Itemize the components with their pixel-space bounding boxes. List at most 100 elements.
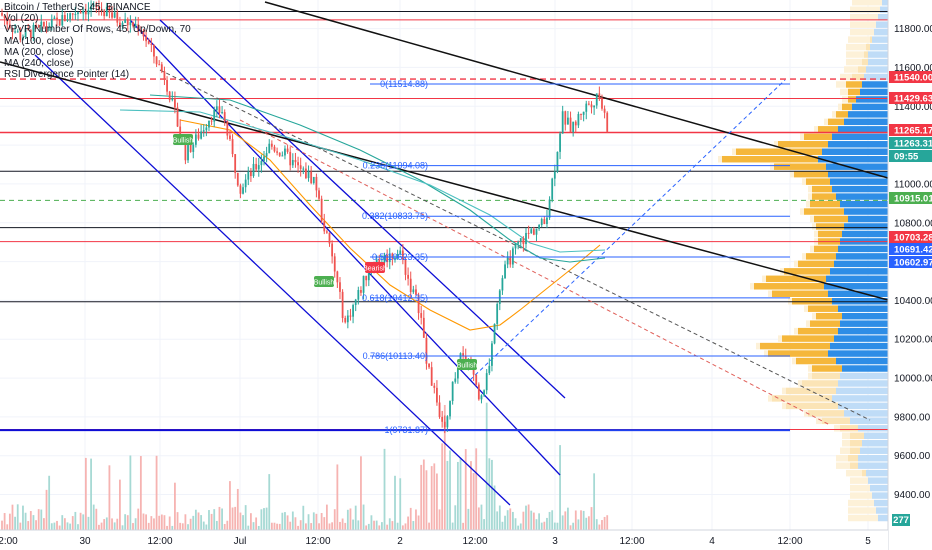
candle-body [475, 374, 478, 385]
volume-bar [63, 518, 66, 530]
candle-body [226, 120, 229, 136]
candle-body [438, 402, 441, 417]
volume-bar [187, 524, 189, 530]
vp-bar-down [798, 327, 838, 335]
volume-bar [365, 525, 368, 530]
candle-body [412, 289, 415, 293]
candle-body [200, 131, 203, 139]
legend-symbol[interactable]: Bitcoin / TetherUS, 45, BINANCE [4, 2, 151, 13]
channel-line [129, 19, 561, 476]
vp-bar-down [808, 410, 844, 417]
volume-bar [593, 473, 596, 530]
legend-ma100[interactable]: MA (100, close) [4, 35, 74, 47]
vp-bar-up [840, 372, 888, 380]
projection-line [469, 79, 786, 381]
vp-bar-value-area [850, 6, 880, 13]
price-flag [889, 243, 932, 255]
volume-bar [496, 511, 499, 530]
candle-body [517, 241, 520, 244]
volume-bar [428, 522, 430, 530]
candle-body [210, 120, 213, 122]
vp-bar-up [860, 88, 888, 96]
vp-bar-up [850, 417, 888, 425]
vp-bar-value-area [778, 335, 782, 342]
vp-bar-value-area [806, 200, 810, 208]
vp-bar-value-area [850, 21, 876, 28]
vp-bar-up [836, 253, 888, 260]
candle-body [417, 294, 420, 314]
candle-body [302, 168, 305, 170]
vp-bar-up [828, 350, 888, 357]
volume-bar [160, 514, 163, 530]
price-flag [889, 137, 932, 149]
candle-body [16, 31, 19, 33]
legend-volume[interactable]: Vol (20) [4, 13, 39, 25]
candle-body [532, 229, 535, 235]
candle-body [194, 134, 197, 145]
volume-bar [95, 508, 98, 530]
candle-body [574, 121, 577, 126]
candle-body [349, 315, 352, 317]
candle-body [331, 243, 334, 257]
vp-bar-down [848, 96, 856, 103]
legend-ma200[interactable]: MA (200, close) [4, 46, 74, 58]
volume-bar [352, 519, 354, 530]
vp-bar-down [802, 380, 838, 387]
vp-bar-up [870, 43, 888, 51]
candle-body [231, 139, 234, 155]
price-tick-label: 10400.00 [894, 296, 932, 307]
price-flag [889, 192, 932, 204]
volume-bar [341, 518, 344, 530]
vp-bar-value-area [836, 454, 848, 462]
candle-body [409, 278, 412, 293]
volume-bar [598, 524, 601, 530]
volume-bar [103, 519, 106, 530]
candle-body [501, 278, 504, 291]
vp-bar-down [786, 387, 836, 395]
candle-body [522, 238, 525, 245]
legend-rsi-divergence[interactable]: RSI Divergence Pointer (14) [4, 69, 130, 81]
volume-bar [179, 522, 182, 530]
vp-bar-down [766, 275, 826, 283]
vp-bar-up [840, 320, 888, 327]
volume-bar [181, 523, 184, 530]
candle-body [446, 416, 449, 428]
volume-bar [116, 518, 119, 530]
signal-tag [457, 359, 477, 370]
vp-bar-value-area [782, 387, 786, 395]
vp-bar-down [840, 425, 858, 432]
vp-bar-up [858, 462, 888, 469]
volume-bar [155, 455, 158, 530]
volume-bar [564, 511, 567, 530]
vp-bar-down [864, 51, 868, 58]
volume-bar [126, 515, 129, 530]
price-flag [889, 256, 932, 268]
time-tick-label: 12:00 [619, 536, 644, 547]
legend-vpvr[interactable]: VPVR Number Of Rows, 45, Up/Down, 70 [4, 24, 191, 36]
volume-bar [336, 464, 339, 530]
vp-bar-up [876, 507, 888, 514]
volume-bar [231, 507, 234, 530]
vp-bar-up [860, 447, 888, 454]
volume-bar [331, 522, 334, 530]
vp-bar-value-area [850, 13, 878, 21]
legend-ma240[interactable]: MA (240, close) [4, 58, 74, 70]
volume-profile [718, 0, 888, 522]
candle-body [297, 162, 299, 166]
candle-body [223, 112, 226, 121]
volume-bar [339, 521, 341, 530]
vp-bar-down [804, 133, 832, 141]
candle-body [116, 12, 119, 23]
volume-bar [567, 507, 569, 530]
candle-body [551, 178, 554, 200]
candle-body [386, 254, 389, 263]
vp-bar-up [844, 223, 888, 230]
vp-bar-value-area [768, 290, 772, 297]
candle-body [294, 159, 297, 163]
candle-body [404, 259, 407, 275]
volume-bar [454, 505, 457, 530]
candle-body [496, 303, 499, 324]
volume-bar [244, 505, 247, 530]
time-axis: 2:00 30 12:00 Jul 12:00 2 12:00 3 12:00 4 12:00 5 [0, 529, 888, 550]
